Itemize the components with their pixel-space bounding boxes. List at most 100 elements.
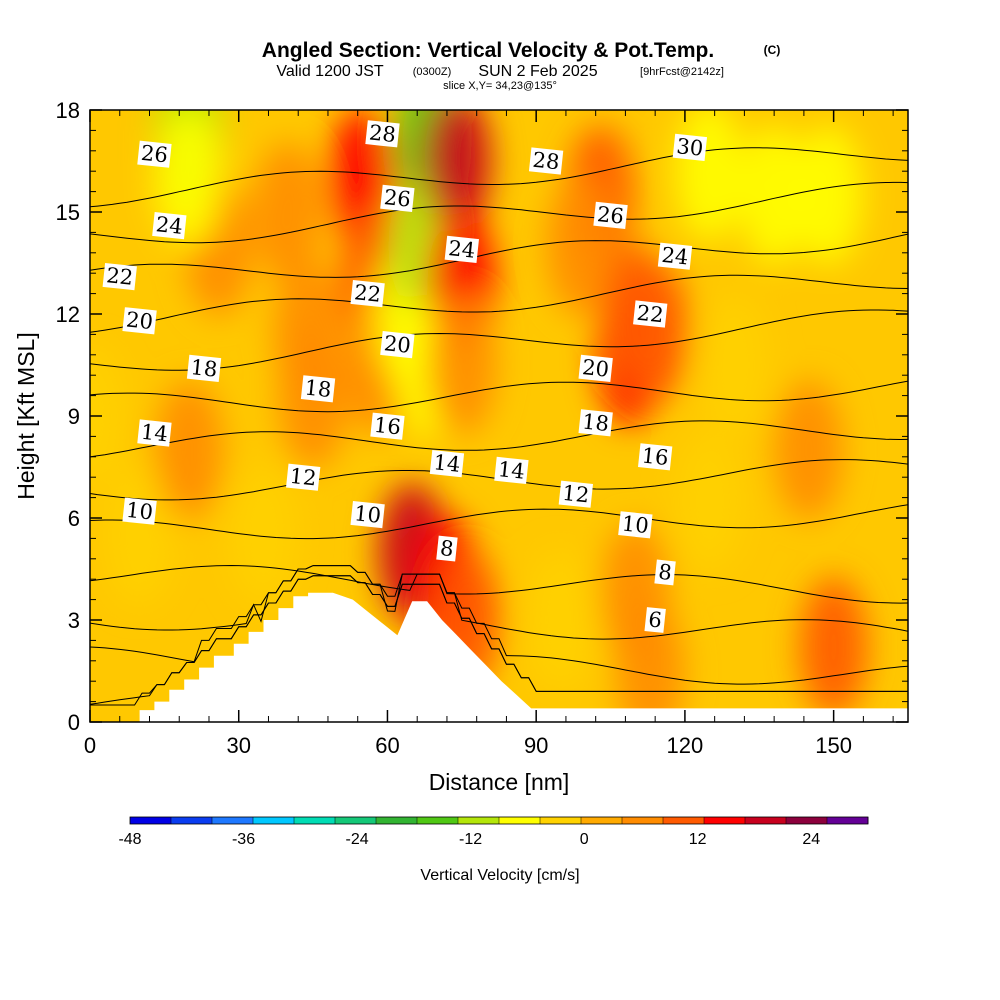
theta-contour-line bbox=[90, 565, 908, 640]
contour-label: 28 bbox=[365, 120, 400, 148]
colorbar-swatch bbox=[376, 817, 418, 824]
contour-label-box bbox=[654, 559, 676, 586]
contour-label-text: 16 bbox=[373, 413, 402, 440]
axis-ticks bbox=[89, 109, 908, 723]
velocity-cell bbox=[422, 110, 491, 231]
contour-label-box bbox=[618, 511, 653, 539]
contour-label-box bbox=[350, 500, 385, 529]
slice-info: slice X,Y= 34,23@135° bbox=[443, 80, 557, 92]
theta-contour-line bbox=[90, 233, 908, 278]
contour-label-box bbox=[370, 412, 405, 440]
contour-label-text: 28 bbox=[532, 148, 561, 175]
contour-label-box bbox=[444, 235, 479, 264]
colorbar bbox=[129, 816, 869, 825]
x-tick-label: 60 bbox=[375, 733, 399, 758]
colorbar-swatch bbox=[212, 817, 254, 824]
theta-contour-line bbox=[90, 147, 908, 208]
contour-label-text: 14 bbox=[432, 450, 461, 477]
x-axis-title: Distance [nm] bbox=[429, 769, 570, 795]
colorbar-tick-label: -36 bbox=[232, 831, 255, 848]
contour-label-text: 8 bbox=[657, 560, 673, 585]
colorbar-swatch bbox=[171, 817, 213, 824]
colorbar-tick-label: -12 bbox=[459, 831, 482, 848]
contour-label-box bbox=[578, 354, 613, 383]
velocity-cell bbox=[740, 125, 809, 265]
chart-title: Angled Section: Vertical Velocity & Pot.… bbox=[262, 39, 714, 62]
y-tick-label: 18 bbox=[56, 98, 80, 123]
contour-label-text: 10 bbox=[125, 498, 154, 525]
contour-label: 22 bbox=[102, 262, 137, 291]
velocity-cell bbox=[774, 380, 843, 520]
contour-label-box bbox=[494, 456, 529, 485]
y-tick-label: 9 bbox=[68, 404, 80, 429]
contour-label: 14 bbox=[137, 419, 172, 447]
colorbar-tick-label: -48 bbox=[118, 831, 141, 848]
contour-label: 8 bbox=[436, 535, 458, 562]
contour-label: 12 bbox=[558, 480, 594, 508]
contour-label-text: 12 bbox=[289, 464, 318, 491]
contour-label: 26 bbox=[593, 201, 628, 230]
contour-label-box bbox=[429, 449, 465, 478]
theta-contours bbox=[90, 147, 908, 706]
colorbar-swatch bbox=[745, 817, 787, 824]
contour-label: 18 bbox=[300, 375, 336, 403]
title-units: (C) bbox=[764, 43, 781, 57]
velocity-cell bbox=[155, 380, 224, 520]
contour-label-text: 26 bbox=[383, 185, 412, 212]
colorbar-swatch bbox=[581, 817, 623, 824]
contour-label-box bbox=[137, 419, 172, 447]
contour-label-box bbox=[380, 184, 415, 213]
y-tick-label: 6 bbox=[68, 506, 80, 531]
contour-label: 30 bbox=[672, 133, 708, 162]
contour-label-text: 28 bbox=[368, 120, 397, 147]
contour-label-text: 24 bbox=[447, 236, 476, 263]
velocity-cell bbox=[229, 465, 298, 605]
x-tick-label: 120 bbox=[667, 733, 704, 758]
colorbar-swatch bbox=[253, 817, 295, 824]
contour-label: 6 bbox=[644, 607, 666, 633]
velocity-cell bbox=[90, 346, 124, 486]
contour-label-box bbox=[436, 535, 458, 562]
contour-label: 10 bbox=[350, 500, 385, 529]
contour-label-text: 18 bbox=[581, 409, 610, 436]
contour-label-box bbox=[528, 147, 564, 175]
contour-label-box bbox=[102, 262, 137, 291]
contour-label-text: 12 bbox=[561, 481, 590, 508]
contour-label: 8 bbox=[654, 559, 676, 586]
theta-contour-line bbox=[90, 420, 908, 458]
colorbar-swatch bbox=[130, 817, 172, 824]
colorbar-swatch bbox=[704, 817, 746, 824]
contour-label-text: 20 bbox=[125, 307, 154, 334]
terrain bbox=[90, 592, 908, 722]
contour-label-text: 20 bbox=[581, 355, 610, 382]
contour-label-text: 10 bbox=[353, 501, 382, 528]
velocity-cell bbox=[155, 110, 224, 248]
y-tick-label: 15 bbox=[56, 200, 80, 225]
colorbar-labels: -48 -36 -24 -12 0 12 24 bbox=[118, 831, 820, 848]
colorbar-swatch bbox=[458, 817, 500, 824]
colorbar-swatch bbox=[827, 817, 869, 824]
contour-label: 16 bbox=[637, 443, 673, 471]
contour-label-text: 10 bbox=[621, 511, 650, 538]
contour-label-text: 30 bbox=[675, 134, 704, 161]
contour-label: 20 bbox=[122, 307, 157, 335]
contour-label-text: 18 bbox=[304, 375, 333, 402]
velocity-cell bbox=[621, 261, 690, 401]
y-tick-label: 0 bbox=[68, 710, 80, 735]
contour-label: 18 bbox=[186, 354, 222, 383]
contour-label-text: 14 bbox=[140, 420, 169, 447]
contour-label-box bbox=[122, 307, 157, 335]
x-tick-label: 150 bbox=[815, 733, 852, 758]
x-tick-label: 30 bbox=[226, 733, 250, 758]
contour-label: 12 bbox=[286, 463, 321, 491]
theta-contour-line bbox=[90, 565, 908, 685]
x-tick-label: 90 bbox=[524, 733, 548, 758]
contour-label-box bbox=[122, 497, 157, 525]
theta-contour-line bbox=[90, 380, 908, 413]
contour-label-box bbox=[644, 607, 666, 633]
contour-label-text: 26 bbox=[140, 141, 169, 168]
colorbar-tick-label: 0 bbox=[580, 831, 589, 848]
colorbar-swatch bbox=[294, 817, 336, 824]
contour-label: 28 bbox=[528, 147, 564, 175]
